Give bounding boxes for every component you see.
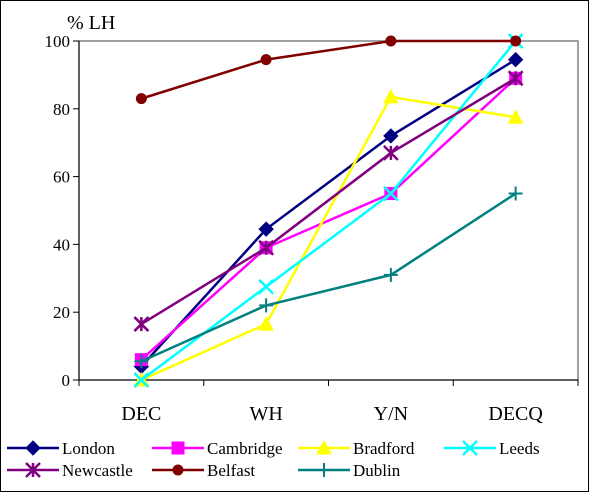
series-line-belfast	[141, 39, 516, 100]
legend-item-leeds: Leeds	[444, 439, 540, 458]
y-tick-label: 20	[53, 303, 70, 322]
legend-marker	[316, 439, 332, 455]
data-point-leeds	[382, 185, 399, 202]
x-tick-label: WH	[249, 403, 282, 425]
y-axis-label: % LH	[67, 12, 115, 34]
data-point-belfast	[385, 35, 397, 47]
legend-label: Newcastle	[62, 461, 133, 480]
legend-marker	[25, 462, 41, 478]
series-line-dublin	[140, 192, 517, 363]
x-tick-label: DECQ	[488, 403, 543, 425]
legend-marker	[171, 441, 185, 455]
legend-label: Leeds	[499, 439, 540, 458]
series-layer	[133, 33, 524, 388]
data-point-newcastle	[258, 239, 275, 256]
data-point-belfast	[510, 35, 522, 47]
y-tick-label: 60	[53, 168, 70, 187]
series-line-london	[140, 58, 517, 368]
y-tick-label: 100	[45, 32, 71, 51]
legend-marker	[25, 440, 41, 456]
data-point-dublin	[259, 298, 274, 313]
legend-label: Bradford	[353, 439, 415, 458]
legend-item-london: London	[7, 439, 115, 458]
y-tick-label: 0	[62, 371, 71, 390]
legend-marker	[317, 463, 331, 477]
legend-item-bradford: Bradford	[298, 439, 415, 458]
y-tick-label: 40	[53, 235, 70, 254]
legend-label: Cambridge	[207, 439, 283, 458]
data-point-newcastle	[507, 70, 524, 87]
legend-item-cambridge: Cambridge	[152, 439, 283, 458]
legend-item-dublin: Dublin	[298, 461, 401, 480]
legend-label: Dublin	[353, 461, 401, 480]
data-point-belfast	[135, 93, 147, 105]
legend-item-newcastle: Newcastle	[7, 461, 133, 480]
data-point-leeds	[133, 372, 150, 388]
series-bradford	[133, 88, 524, 387]
data-point-bradford	[383, 88, 399, 104]
series-newcastle	[133, 70, 524, 332]
series-dublin	[134, 186, 523, 369]
axes: 0 20 40 60 80 100 DEC WH Y/N DECQ	[45, 32, 579, 425]
legend-label: Belfast	[207, 461, 255, 480]
legend-item-belfast: Belfast	[152, 461, 255, 480]
data-point-bradford	[507, 109, 524, 124]
data-point-newcastle	[382, 144, 399, 161]
x-tick-label: Y/N	[374, 403, 408, 425]
series-london	[133, 51, 524, 375]
data-point-london	[507, 51, 524, 68]
legend-marker	[462, 440, 478, 456]
series-line-newcastle	[140, 77, 517, 326]
series-line-bradford	[140, 95, 516, 382]
data-point-leeds	[258, 278, 275, 295]
x-tick-label: DEC	[121, 403, 161, 425]
data-point-london	[383, 128, 399, 144]
series-belfast	[135, 35, 522, 105]
legend: London Cambridge Bradford Leeds Newcastle Bel…	[7, 439, 540, 480]
data-point-dublin	[134, 354, 149, 369]
data-point-dublin	[383, 267, 398, 282]
data-point-newcastle	[133, 316, 150, 332]
legend-label: London	[62, 439, 115, 458]
data-point-london	[258, 221, 274, 237]
data-point-bradford	[258, 316, 274, 331]
data-point-belfast	[260, 54, 272, 66]
data-point-dublin	[508, 186, 523, 201]
legend-marker	[172, 464, 184, 476]
series-line-cambridge	[140, 77, 517, 361]
y-tick-label: 80	[53, 100, 70, 119]
series-cambridge	[134, 71, 523, 367]
